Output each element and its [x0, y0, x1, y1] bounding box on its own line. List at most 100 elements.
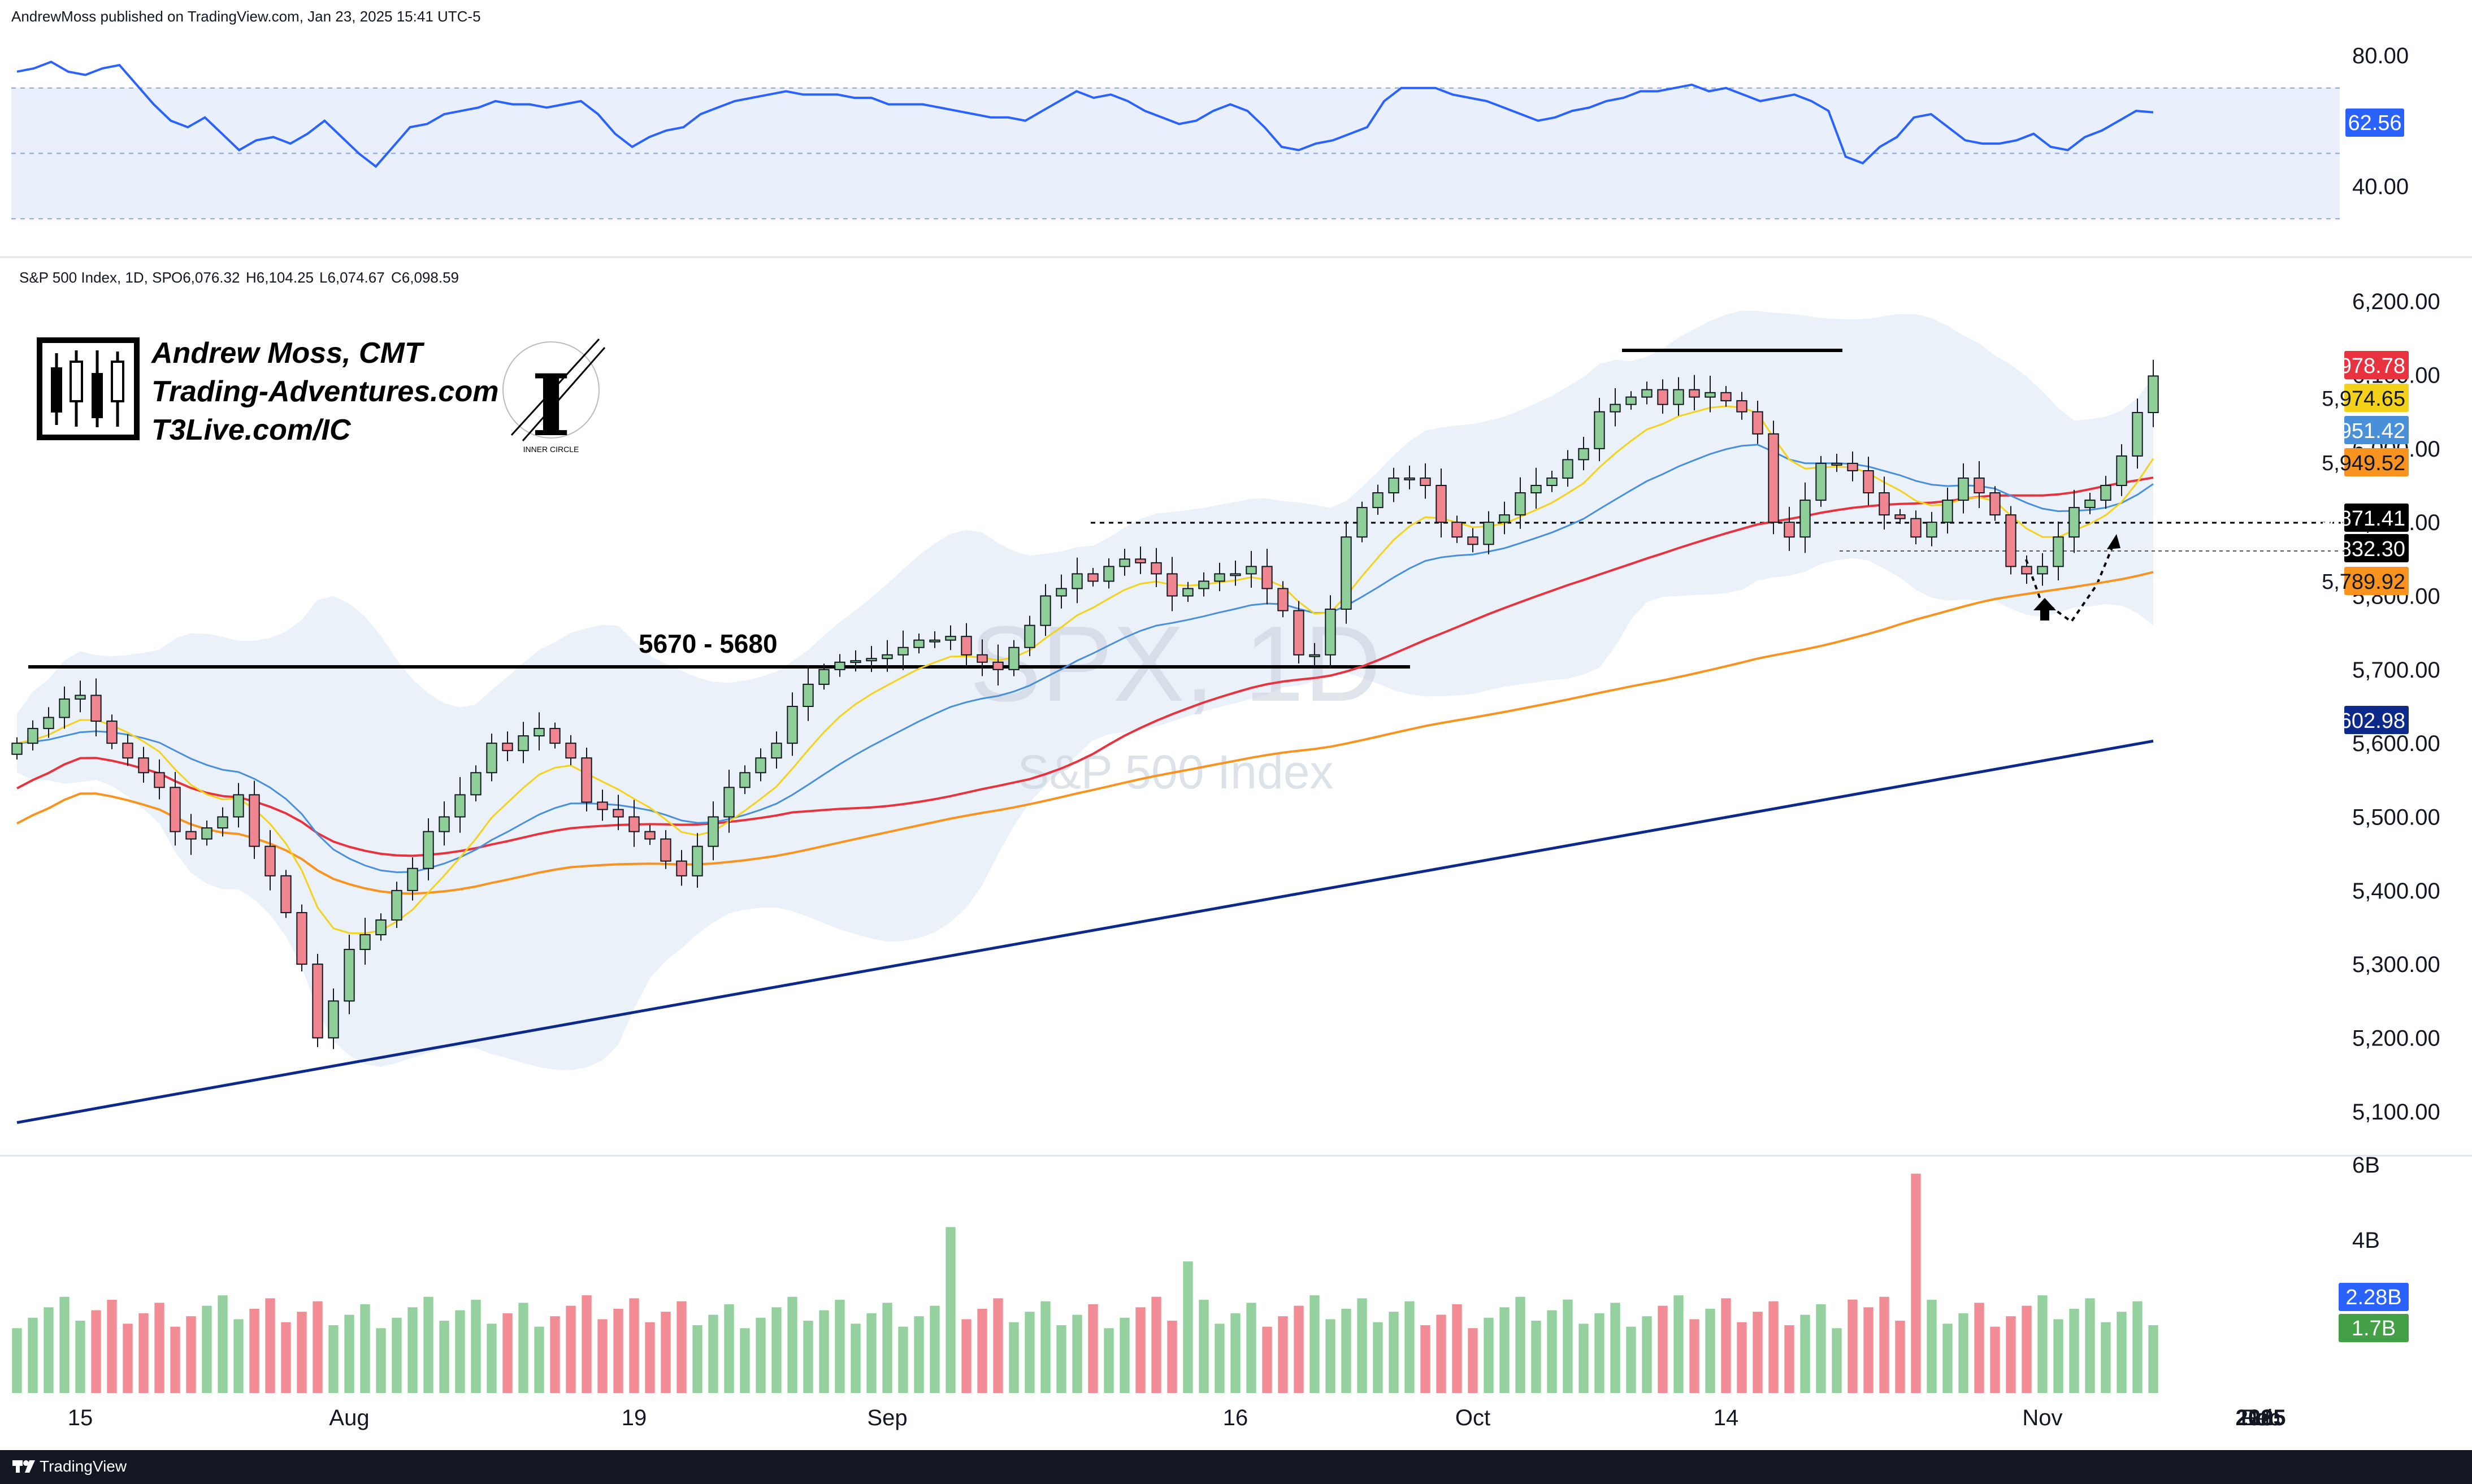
volume-bar: [1262, 1326, 1272, 1393]
price-tick-label: 5,100.00: [2352, 1100, 2440, 1125]
volume-bar: [1578, 1324, 1589, 1393]
ema8-value: 5,974.65: [2322, 387, 2405, 411]
candle-down: [644, 831, 656, 840]
candle-up: [692, 845, 703, 876]
volume-bar: [550, 1316, 560, 1393]
level-value-2: 5,832.30: [2322, 537, 2405, 561]
time-tick-label: 14: [1714, 1405, 1739, 1430]
volume-bar: [297, 1312, 307, 1393]
candle-down: [185, 831, 197, 840]
inner-circle-logo-icon: I INNER CIRCLE: [502, 338, 606, 455]
price-tick-label: 6,200.00: [2352, 289, 2440, 314]
candle-up: [1705, 392, 1716, 398]
volume-bar: [930, 1305, 940, 1393]
volume-bar: [1642, 1316, 1652, 1393]
time-tick-label: 2025: [2236, 1405, 2286, 1430]
volume-bar: [2101, 1322, 2111, 1393]
volume-label-6b: 6B: [2352, 1153, 2380, 1178]
price-tick-label: 5,600.00: [2352, 731, 2440, 756]
candle-up: [1372, 492, 1384, 509]
volume-bar: [1468, 1328, 1478, 1393]
volume-bar: [756, 1317, 766, 1393]
candle-down: [1989, 492, 2001, 516]
candle-down: [2005, 514, 2016, 567]
volume-bar: [44, 1307, 54, 1393]
candle-up: [1246, 566, 1257, 575]
volume-bar: [1484, 1317, 1494, 1393]
volume-bar: [1420, 1325, 1430, 1393]
candle-up: [1831, 462, 1842, 466]
volume-bar: [676, 1301, 687, 1393]
level-value-1-bg: [2344, 504, 2409, 532]
volume-bar: [471, 1300, 481, 1393]
candle-up: [1546, 477, 1558, 487]
candle-up: [1562, 459, 1573, 479]
candle-down: [581, 757, 592, 803]
candle-up: [1119, 558, 1130, 567]
candle-up: [2084, 500, 2096, 509]
sma200-line: [16, 739, 2154, 1124]
volume-bar: [1705, 1308, 1715, 1393]
volume-bar: [1832, 1328, 1842, 1393]
volume-bar: [313, 1301, 323, 1393]
volume-bar: [2022, 1305, 2032, 1393]
candle-down: [1261, 566, 1273, 589]
volume-label-4b: 4B: [2352, 1228, 2380, 1253]
volume-bar: [28, 1317, 38, 1393]
volume-bar: [1341, 1308, 1351, 1393]
ema8-value-bg: [2344, 384, 2409, 412]
volume-bar: [1373, 1322, 1383, 1393]
candle-up: [818, 669, 830, 685]
candle-up: [217, 816, 228, 829]
rsi-tick-label: 40.00: [2352, 174, 2409, 199]
projected-path: [2025, 536, 2118, 623]
candle-up: [391, 889, 402, 921]
volume-bar: [961, 1319, 972, 1393]
volume-bar: [455, 1310, 465, 1393]
volume-bar: [1974, 1303, 1984, 1393]
candle-up: [1198, 580, 1209, 589]
support-zone-label: 5670 - 5680: [639, 629, 778, 658]
candle-up: [1103, 566, 1114, 582]
projected-arrowhead: [2107, 534, 2120, 549]
volume-bar: [487, 1324, 497, 1393]
time-tick-label: Oct: [1455, 1405, 1490, 1430]
candle-up: [850, 660, 861, 663]
brand-link: T3Live.com/IC: [151, 414, 352, 446]
candle-down: [1689, 389, 1700, 398]
volume-bar: [1294, 1305, 1304, 1393]
candle-down: [628, 816, 640, 832]
volume-pane: 6B 4B 2.28B 1.7B: [12, 1153, 2409, 1393]
publish-header: AndrewMoss published on TradingView.com,…: [11, 8, 481, 25]
price-tick-label: 5,300.00: [2352, 952, 2440, 977]
candle-down: [1135, 558, 1146, 563]
candle-up: [945, 636, 956, 641]
volume-bar: [1404, 1301, 1415, 1393]
candle-up: [423, 831, 434, 869]
volume-bar: [566, 1305, 576, 1393]
candle-up: [1499, 514, 1510, 523]
volume-bar: [2085, 1298, 2095, 1393]
candle-down: [1467, 536, 1478, 545]
candle-down: [264, 845, 276, 876]
sma200-value: 5,602.98: [2322, 709, 2405, 733]
level-value-3: 5,789.92: [2322, 570, 2405, 594]
volume-bar: [1230, 1313, 1241, 1393]
volume-bar: [1436, 1314, 1446, 1393]
candle-up: [723, 787, 735, 818]
candle-up: [1625, 396, 1637, 405]
volume-bars: [12, 1173, 2158, 1393]
candle-up: [882, 654, 893, 659]
volume-bar: [186, 1316, 196, 1393]
level-value-1: 5,871.41: [2322, 507, 2405, 531]
candle-up: [1815, 462, 1827, 501]
volume-bar: [1658, 1305, 1668, 1393]
rsi-current-value: 62.56: [2348, 111, 2401, 135]
volume-bar: [946, 1227, 956, 1393]
candle-up: [1341, 536, 1352, 610]
candle-up: [1356, 507, 1368, 538]
watermark-ticker: SPX, 1D: [970, 604, 1382, 724]
candle-down: [1436, 485, 1447, 523]
candle-down: [977, 654, 988, 663]
time-tick-label: 18: [2248, 1405, 2274, 1430]
